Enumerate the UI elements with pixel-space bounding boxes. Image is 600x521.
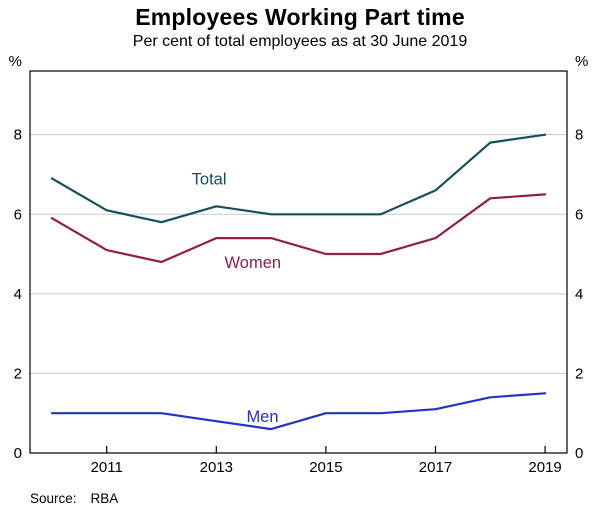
series-label-men: Men bbox=[246, 408, 278, 426]
ytick-left-8: 8 bbox=[14, 127, 22, 144]
line-chart: 0 0 2 2 4 4 6 6 8 8% % 2011 2013 2015 2017 2019 Total Wom… bbox=[9, 53, 589, 476]
xtick-label-2017: 2017 bbox=[419, 459, 452, 476]
xtick-label-2019: 2019 bbox=[528, 459, 561, 476]
series-line-total bbox=[50, 133, 547, 224]
ytick-right-8: 8 bbox=[575, 127, 583, 144]
ytick-right-4: 4 bbox=[575, 286, 583, 303]
chart-area: 0 0 2 2 4 4 6 6 8 8%% 2011 2013 2015 2017 2019 Total Wom… bbox=[0, 53, 600, 485]
series-line-men bbox=[50, 392, 547, 431]
ytick-right-0: 0 bbox=[575, 445, 583, 462]
ytick-left-6: 6 bbox=[14, 206, 22, 223]
unit-label-left: % bbox=[9, 53, 22, 70]
ytick-left-4: 4 bbox=[14, 286, 22, 303]
series-label-total: Total bbox=[192, 170, 227, 188]
series-line-women bbox=[50, 193, 547, 264]
source-label: Source: bbox=[30, 491, 77, 506]
unit-label-right: % bbox=[575, 53, 588, 70]
ytick-left-0: 0 bbox=[14, 445, 22, 462]
chart-title: Employees Working Part time bbox=[135, 4, 465, 30]
xtick-label-2013: 2013 bbox=[200, 459, 233, 476]
source-value: RBA bbox=[90, 491, 119, 506]
xtick-label-2011: 2011 bbox=[91, 459, 123, 476]
ytick-right-2: 2 bbox=[575, 365, 583, 382]
source-note: Source: RBA bbox=[0, 491, 600, 506]
chart-subtitle: Per cent of total employees as at 30 Jun… bbox=[132, 33, 468, 50]
ytick-left-2: 2 bbox=[14, 365, 22, 382]
xtick-label-2015: 2015 bbox=[309, 459, 342, 476]
ytick-right-6: 6 bbox=[575, 206, 583, 223]
series-label-women: Women bbox=[225, 254, 282, 272]
plot-border bbox=[29, 70, 568, 454]
